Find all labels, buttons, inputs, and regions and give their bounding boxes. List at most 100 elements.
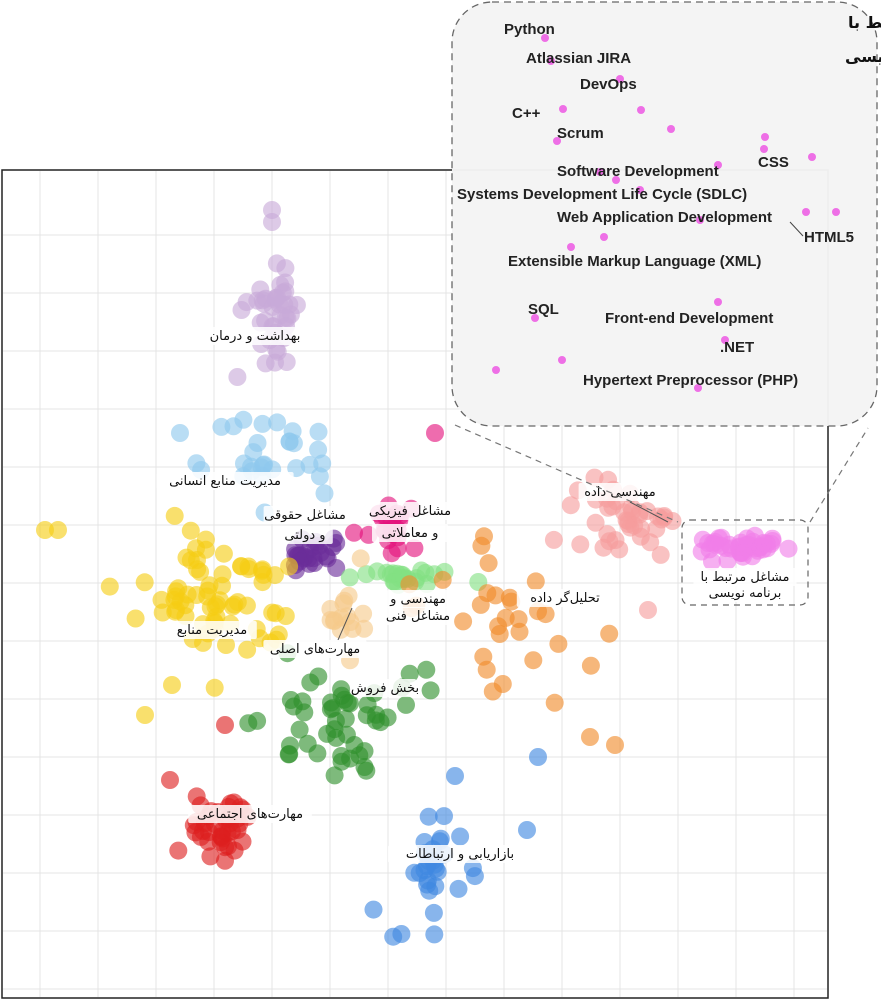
cluster-label: مدیریت منابع انسانی — [169, 474, 281, 489]
data-point — [647, 519, 666, 538]
inset-point — [721, 336, 729, 344]
cluster-label: مشاغل فنی — [386, 609, 450, 624]
cluster-label-bg — [365, 502, 455, 520]
inset-point — [600, 233, 608, 241]
inset-skill-label: Systems Development Life Cycle (SDLC) — [457, 186, 747, 203]
inset-point — [694, 384, 702, 392]
inset-skill-label: Scrum — [557, 125, 604, 142]
leader-line — [629, 501, 669, 523]
data-point — [549, 634, 568, 653]
inset-point — [616, 75, 624, 83]
points-layer — [36, 201, 798, 946]
inset-connector — [454, 424, 679, 523]
data-point — [223, 597, 242, 616]
cluster-label: مشاغل حقوقی — [264, 508, 346, 523]
data-point — [345, 736, 364, 754]
data-point — [384, 927, 403, 946]
inset-skill-label: C++ — [512, 105, 541, 122]
cluster-label-bg — [700, 584, 790, 602]
data-point — [309, 422, 328, 441]
cluster-label-bg — [156, 472, 294, 490]
inset-skill-label: Extensible Markup Language (XML) — [508, 253, 761, 270]
data-point — [479, 554, 498, 573]
inset-skill-label: Software Development — [557, 163, 719, 180]
cluster-label-bg — [188, 805, 312, 823]
inset-skill-label: Python — [504, 21, 555, 38]
data-point — [295, 703, 314, 722]
cluster-label-bg — [383, 607, 453, 625]
data-point — [354, 604, 373, 623]
data-point — [400, 575, 419, 594]
cluster-labels: بهداشت و درمان مدیریت منابع انسانی مشاغل ح… — [156, 327, 797, 863]
data-point — [600, 532, 619, 551]
data-point — [412, 561, 431, 580]
data-point — [351, 549, 370, 568]
inset-skill-label: DevOps — [580, 76, 637, 93]
data-point — [606, 736, 624, 754]
data-point — [581, 728, 599, 746]
data-point — [655, 507, 674, 525]
data-point — [431, 829, 450, 848]
cluster-label-bg — [386, 590, 450, 608]
data-point — [176, 607, 195, 626]
inset-point — [761, 133, 769, 141]
data-point — [586, 513, 605, 532]
data-point — [340, 568, 359, 587]
data-point — [308, 744, 327, 763]
inset-point — [612, 176, 620, 184]
data-point — [545, 693, 564, 712]
data-point — [332, 680, 351, 699]
data-point — [510, 622, 529, 641]
cluster-label-bg — [388, 845, 532, 863]
data-point — [287, 296, 306, 314]
data-point — [343, 619, 362, 638]
cluster-label: و دولتی — [284, 528, 325, 543]
data-point — [388, 539, 407, 558]
data-point — [415, 861, 434, 880]
data-point — [454, 612, 473, 631]
inset-skill-label: .NET — [720, 339, 754, 356]
cluster-label-bg — [372, 524, 448, 542]
data-point — [518, 821, 536, 839]
inset-skill-label: SQL — [528, 301, 559, 318]
cluster-label: مهارت‌های اصلی — [270, 642, 360, 657]
data-point — [561, 496, 580, 515]
inset-point — [596, 168, 604, 176]
data-point — [483, 682, 502, 701]
data-point — [463, 859, 482, 878]
data-point — [232, 557, 251, 576]
data-point — [364, 900, 383, 919]
cluster-label: مشاغل مرتبط با — [700, 570, 789, 585]
inset-skill-label: Front-end Development — [605, 310, 773, 327]
cluster-label: برنامه نویسی — [709, 586, 782, 601]
cluster-label: مهندسی و — [389, 592, 446, 607]
data-point — [383, 564, 402, 583]
data-point — [417, 660, 436, 679]
data-point — [477, 660, 496, 679]
inset-title-line1: مشاغل مرتبط با — [848, 13, 881, 32]
data-point — [321, 611, 340, 629]
inset-point — [567, 243, 575, 251]
data-point — [153, 603, 172, 622]
inset-point — [559, 105, 567, 113]
data-point — [449, 879, 468, 898]
cluster-label-bg — [353, 679, 417, 697]
data-point — [165, 506, 184, 525]
cluster-label: مشاغل فیزیکی — [369, 504, 451, 519]
cluster-label-bg — [263, 506, 347, 524]
data-point — [651, 545, 670, 564]
data-point — [355, 758, 374, 776]
data-point — [49, 521, 67, 539]
data-point — [217, 636, 235, 654]
zoom-region-box — [681, 519, 809, 606]
cluster-label-bg — [693, 568, 797, 586]
data-point — [161, 771, 179, 789]
data-point — [632, 519, 651, 538]
inset-connector — [809, 427, 869, 523]
data-point — [280, 745, 299, 764]
cluster-label: بهداشت و درمان — [210, 329, 301, 344]
data-point — [426, 424, 444, 442]
data-point — [600, 624, 619, 643]
inset-point — [714, 161, 722, 169]
inset-point — [547, 57, 555, 65]
